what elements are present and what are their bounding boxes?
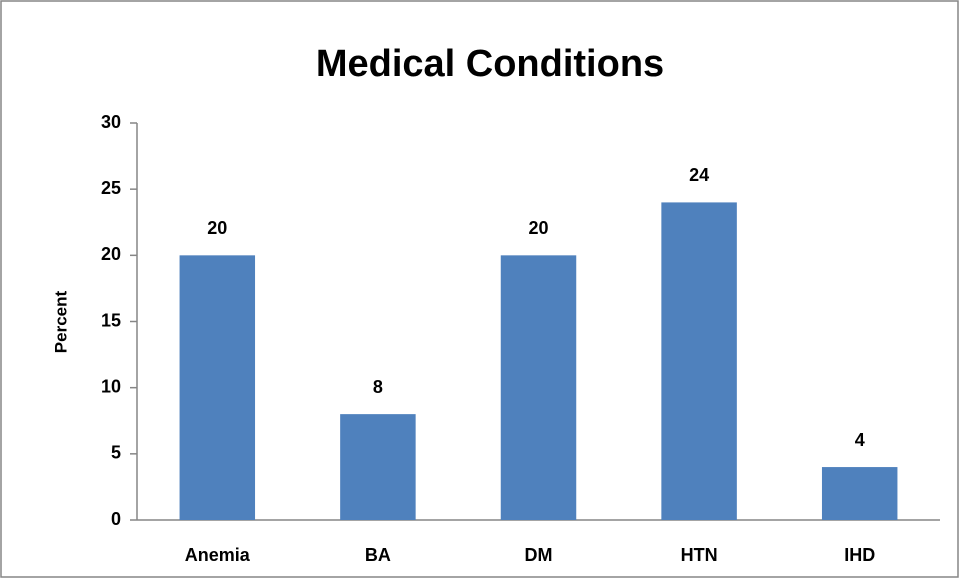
bar (340, 414, 416, 520)
data-label: 8 (373, 377, 383, 397)
x-tick-label: IHD (844, 545, 875, 565)
y-tick-label: 20 (101, 244, 121, 264)
bar (821, 467, 898, 520)
bar (661, 202, 737, 520)
chart-title: Medical Conditions (316, 43, 664, 85)
y-tick-label: 30 (101, 112, 121, 132)
y-tick-label: 25 (101, 178, 121, 198)
data-label: 24 (689, 165, 709, 185)
bar (179, 255, 256, 521)
bar (500, 255, 577, 521)
y-tick-label: 0 (111, 509, 121, 529)
y-tick-label: 10 (101, 376, 121, 396)
data-label: 20 (528, 218, 548, 238)
x-tick-label: DM (525, 545, 553, 565)
y-tick-label: 15 (101, 310, 121, 330)
x-tick-label: BA (365, 545, 391, 565)
y-tick-label: 5 (111, 443, 121, 463)
data-label: 20 (207, 218, 227, 238)
x-tick-label: Anemia (185, 545, 251, 565)
x-tick-label: HTN (681, 545, 718, 565)
data-label: 4 (855, 430, 865, 450)
y-axis-label: Percent (51, 290, 70, 353)
